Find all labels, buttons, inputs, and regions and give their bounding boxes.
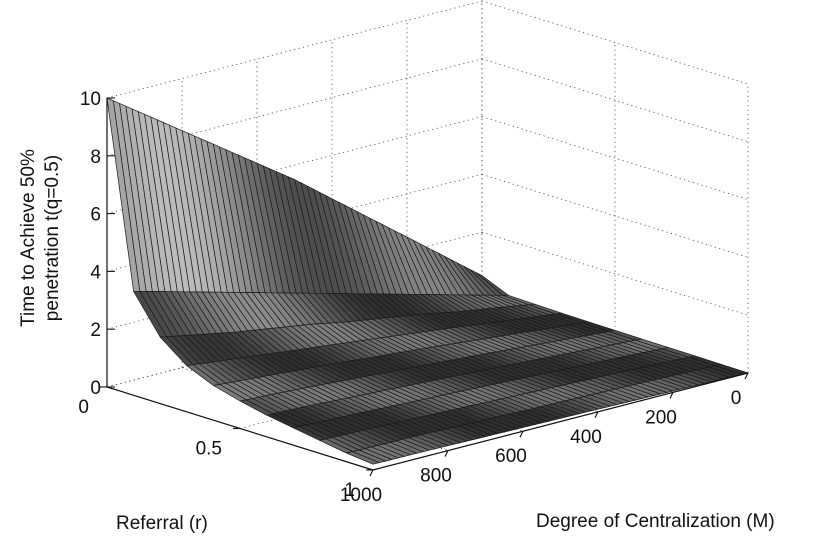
- grid-line: [481, 0, 749, 85]
- x-tick-mark: [669, 392, 674, 399]
- y-tick-label: 0: [78, 397, 89, 418]
- grid-line: [481, 58, 749, 143]
- z-axis-label-line-1: Time to Achieve 50%: [18, 149, 39, 327]
- x-tick-label: 1000: [340, 485, 382, 506]
- grid-line: [481, 174, 749, 258]
- tick-labels: 0 2 4 6 8 10 0 200 400 600 800 1000 0 0.5 1: [78, 89, 741, 506]
- z-tick-label: 0: [90, 378, 101, 399]
- y-axis-label: Referral (r): [116, 513, 208, 534]
- z-axis-label-line-2: penetration t(q=0.5): [42, 155, 63, 321]
- x-tick-mark: [744, 372, 749, 380]
- z-tick-label: 6: [90, 205, 101, 226]
- z-tick-label: 4: [90, 262, 101, 283]
- x-tick-mark: [444, 450, 449, 457]
- x-tick-label: 600: [495, 446, 527, 467]
- y-tick-label: 1: [344, 480, 355, 501]
- y-tick-label: 0.5: [196, 439, 222, 460]
- surface-mesh: [106, 97, 749, 465]
- surface-facet: [346, 451, 380, 465]
- x-axis-line: [372, 372, 749, 471]
- grid-line: [106, 0, 483, 99]
- axes: [100, 97, 749, 477]
- x-tick-label: 200: [645, 407, 677, 428]
- z-tick-label: 2: [90, 320, 101, 341]
- z-tick-label: 8: [90, 147, 101, 168]
- x-tick-mark: [369, 469, 374, 477]
- x-tick-label: 400: [570, 427, 602, 448]
- x-axis-label: Degree of Centralization (M): [536, 511, 775, 532]
- grid-line: [481, 231, 749, 316]
- x-tick-label: 800: [420, 466, 452, 487]
- x-tick-mark: [594, 411, 599, 419]
- z-tick-label: 10: [80, 89, 101, 110]
- x-tick-mark: [519, 430, 524, 438]
- x-tick-label: 0: [731, 388, 742, 409]
- grid-line: [481, 116, 749, 200]
